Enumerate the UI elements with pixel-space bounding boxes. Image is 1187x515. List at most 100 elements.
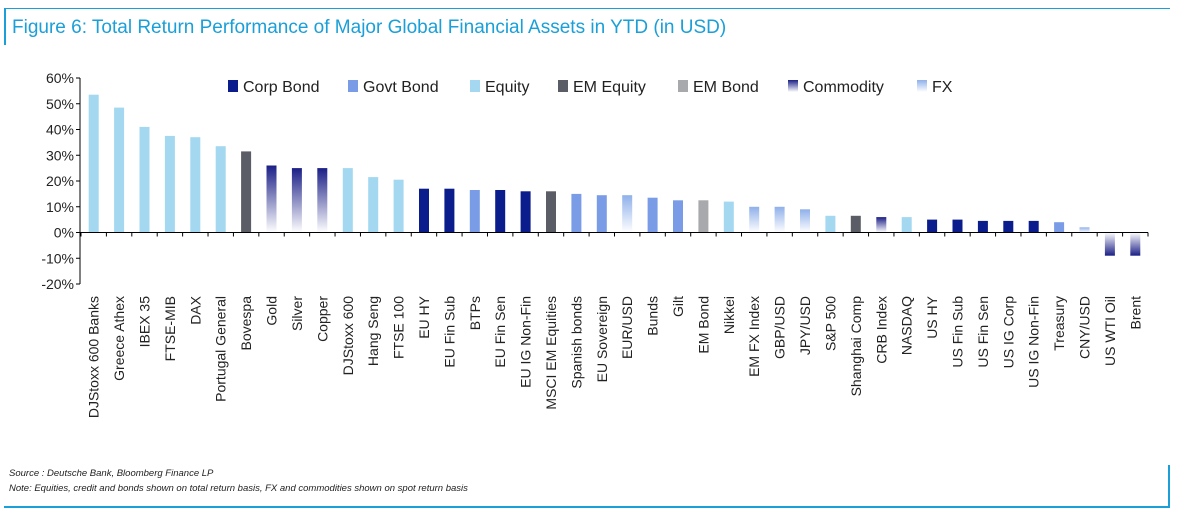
bar-us-fin-sub [952, 219, 963, 233]
footnote: Note: Equities, credit and bonds shown o… [9, 483, 468, 494]
legend-label: Equity [485, 79, 529, 96]
bar-ibex-35 [139, 126, 150, 233]
x-category-label: EU Fin Sub [441, 296, 457, 368]
legend-swatch [348, 80, 358, 92]
x-category-label: EUR/USD [619, 296, 635, 359]
bar-eu-hy [419, 188, 429, 233]
bar-shanghai-comp [850, 215, 861, 233]
x-category-label: US WTI Oil [1102, 296, 1118, 366]
x-category-label: GBP/USD [772, 296, 788, 359]
x-category-label: Spanish bonds [568, 296, 584, 389]
x-category-label: Hang Seng [365, 296, 381, 366]
x-category-label: US Fin Sen [975, 296, 991, 368]
x-category-label: CNY/USD [1077, 296, 1093, 359]
frame-top-border [4, 8, 1170, 9]
bar-us-fin-sen [977, 220, 988, 233]
y-tick-label: 20% [46, 173, 74, 189]
frame-bottom-border [4, 506, 1170, 508]
bar-nasdaq [901, 217, 912, 233]
y-tick-label: 30% [46, 147, 74, 163]
legend-label: FX [932, 79, 953, 96]
bar-brent [1130, 232, 1141, 256]
bar-gbp-usd [774, 206, 785, 233]
x-category-label: Greece Athex [111, 296, 127, 381]
x-category-label: IBEX 35 [137, 296, 153, 348]
y-tick-label: 0% [54, 225, 74, 241]
bar-hang-seng [368, 177, 379, 233]
x-category-label: Gilt [670, 296, 686, 317]
source-note: Source : Deutsche Bank, Bloomberg Financ… [9, 468, 214, 479]
bar-us-hy [927, 219, 938, 233]
x-category-label: Treasury [1051, 296, 1067, 351]
bar-gilt [673, 200, 683, 233]
bar-bovespa [241, 151, 252, 233]
y-tick-label: 60% [46, 70, 74, 86]
legend-swatch [228, 80, 238, 92]
legend-swatch [470, 80, 480, 92]
bar-treasury [1054, 222, 1065, 233]
x-category-label: DJStoxx 600 [340, 296, 356, 376]
bar-eu-ig-non-fin [520, 191, 531, 233]
x-category-label: US Fin Sub [950, 296, 966, 368]
x-category-label: Bunds [645, 296, 661, 336]
bar-gold [266, 165, 277, 233]
x-category-label: Silver [289, 296, 305, 331]
bar-bunds [647, 197, 658, 233]
bar-em-bond [698, 200, 709, 233]
bar-us-ig-non-fin [1028, 220, 1039, 233]
bar-copper [317, 168, 328, 233]
legend-label: EM Equity [573, 79, 646, 96]
legend-label: Govt Bond [363, 79, 439, 96]
x-category-label: BTPs [467, 296, 483, 330]
bar-s-p-500 [825, 215, 836, 233]
y-tick-label: -10% [41, 250, 74, 266]
legend-label: EM Bond [693, 79, 759, 96]
bar-djstoxx-600 [342, 168, 353, 233]
x-category-label: FTSE-MIB [162, 296, 178, 361]
bar-nikkei [723, 201, 734, 233]
x-category-label: US IG Corp [1000, 296, 1016, 369]
bar-eu-fin-sub [444, 188, 455, 233]
legend-swatch [558, 80, 568, 92]
bar-chart: -20% -10% 0% 10% 20% 30% 40% 50% 60% DJStoxx 600 … [41, 70, 1149, 418]
legend-label: Commodity [803, 79, 884, 96]
x-category-label: CRB Index [873, 296, 889, 364]
bar-eu-sovereign [596, 195, 607, 233]
x-category-label: MSCI EM Equities [543, 296, 559, 410]
bar-dax [190, 137, 201, 233]
frame-left-border [4, 8, 6, 45]
bar-spanish-bonds [571, 193, 582, 233]
x-category-label: S&P 500 [822, 296, 838, 351]
x-category-label: JPY/USD [797, 296, 813, 355]
bar-silver [291, 168, 302, 233]
x-category-label: EM FX Index [746, 296, 762, 377]
x-category-label: Portugal General [213, 296, 229, 402]
x-category-label: US HY [924, 295, 940, 338]
x-category-label: EU HY [416, 295, 432, 338]
y-tick-label: 40% [46, 122, 74, 138]
bar-btps [469, 190, 480, 233]
bar-em-fx-index [749, 206, 760, 233]
x-category-label: EM Bond [695, 296, 711, 354]
legend-swatch [788, 80, 798, 92]
x-category-label: EU Sovereign [594, 296, 610, 382]
bar-djstoxx-600-banks [88, 94, 99, 233]
bar-crb-index [876, 217, 887, 233]
x-category-label: Bovespa [238, 296, 254, 351]
bar-us-ig-corp [1003, 220, 1014, 233]
legend-swatch [917, 80, 927, 92]
bar-portugal-general [215, 146, 226, 233]
bar-jpy-usd [800, 209, 810, 233]
x-category-label: FTSE 100 [391, 296, 407, 359]
x-category-label: EU Fin Sen [492, 296, 508, 368]
bar-greece-athex [114, 107, 125, 233]
x-category-label: US IG Non-Fin [1026, 296, 1042, 388]
bar-cny-usd [1079, 227, 1090, 233]
y-tick-label: -20% [41, 276, 74, 292]
y-tick-label: 50% [46, 96, 74, 112]
legend-label: Corp Bond [243, 79, 320, 96]
x-category-label: Nikkei [721, 296, 737, 334]
bar-eu-fin-sen [495, 190, 506, 233]
y-tick-label: 10% [46, 199, 74, 215]
x-category-label: EU IG Non-Fin [518, 296, 534, 388]
